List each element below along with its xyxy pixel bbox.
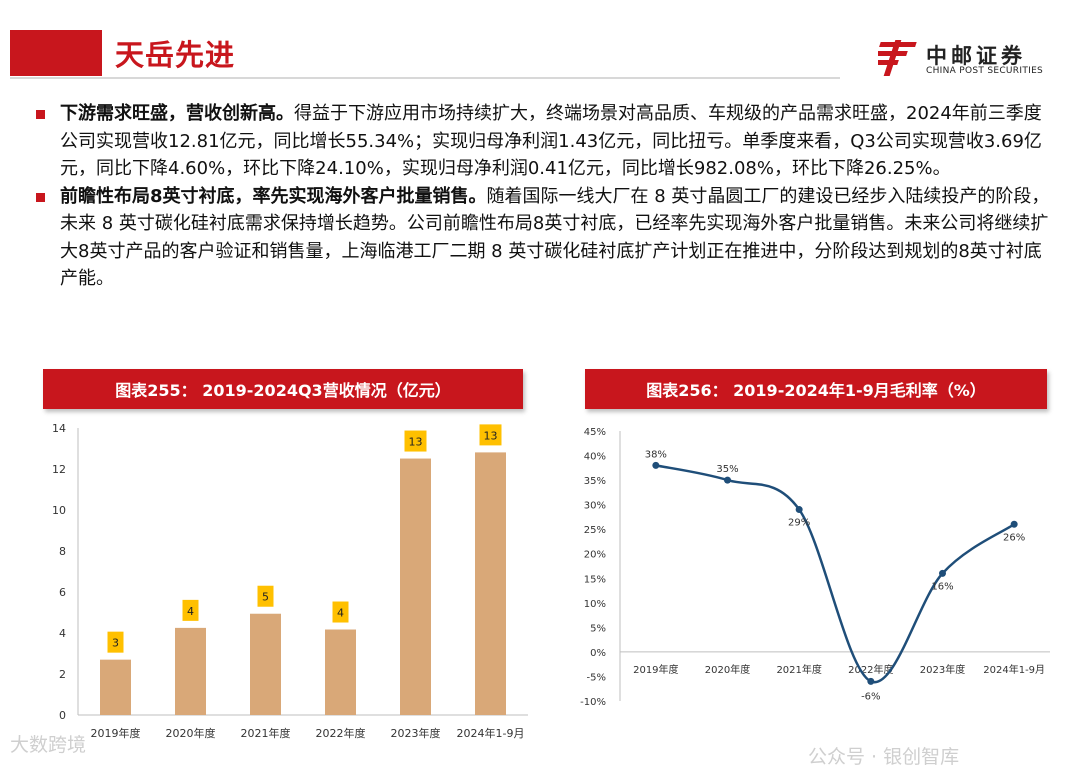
x-tick-label: 2022年度 <box>316 726 366 740</box>
x-tick-label: 2021年度 <box>241 726 291 740</box>
data-label: -6% <box>861 691 880 702</box>
y-tick-label: 10% <box>584 599 606 610</box>
data-label: 3 <box>112 637 119 650</box>
bullet-item-8inch: 前瞻性布局8英寸衬底，率先实现海外客户批量销售。随着国际一线大厂在 8 英寸晶圆… <box>36 183 1054 293</box>
x-tick-label: 2019年度 <box>91 726 141 740</box>
bullet-square-icon <box>36 192 45 202</box>
y-tick-label: 10 <box>52 504 66 517</box>
series-line <box>655 464 1015 684</box>
data-label: 13 <box>409 436 423 449</box>
x-tick-label: 2024年1-9月 <box>983 663 1045 676</box>
y-tick-label: 25% <box>584 525 606 536</box>
data-label: 5 <box>262 591 269 604</box>
data-label-box <box>404 430 427 452</box>
y-tick-label: 5% <box>590 623 606 634</box>
data-point <box>724 476 731 484</box>
data-label: 16% <box>931 581 953 592</box>
company-logo: 中邮证券 CHINA POST SECURITIES <box>878 38 1058 82</box>
logo-english-text: CHINA POST SECURITIES <box>926 66 1044 76</box>
y-tick-label: 8 <box>59 545 66 558</box>
bullet-lead: 前瞻性布局8英寸衬底，率先实现海外客户批量销售。 <box>60 185 487 207</box>
data-point <box>652 461 660 469</box>
data-label: 29% <box>788 518 810 529</box>
x-tick-label: 2023年度 <box>391 726 441 740</box>
y-tick-label: 6 <box>59 586 66 599</box>
data-label: 13 <box>484 429 498 442</box>
data-label: 35% <box>716 464 738 475</box>
page-title: 天岳先进 <box>115 38 236 72</box>
y-tick-label: 40% <box>584 452 606 463</box>
data-label-box <box>479 424 502 446</box>
bar <box>400 458 431 715</box>
data-point <box>1010 520 1018 528</box>
x-tick-label: 2024年1-9月 <box>457 726 525 740</box>
y-tick-label: -10% <box>580 697 606 708</box>
x-tick-label: 2019年度 <box>633 663 678 676</box>
data-label: 38% <box>645 449 667 460</box>
x-tick-label: 2021年度 <box>776 663 821 676</box>
logo-chinese-text: 中邮证券 <box>926 44 1026 68</box>
china-post-logo-icon <box>878 40 917 76</box>
y-tick-label: -5% <box>587 672 606 683</box>
y-tick-label: 12 <box>52 463 66 476</box>
bullet-lead: 下游需求旺盛，营收创新高。 <box>60 103 294 124</box>
data-label: 26% <box>1003 532 1025 543</box>
y-tick-label: 4 <box>59 627 66 640</box>
bar <box>100 659 131 715</box>
bar <box>475 452 506 715</box>
data-label-box <box>332 601 349 623</box>
y-tick-label: 15% <box>584 574 606 585</box>
bullet-list: 下游需求旺盛，营收创新高。得益于下游应用市场持续扩大，终端场景对高品质、车规级的… <box>36 100 1054 293</box>
bullet-body: 随着国际一线大厂在 8 英寸晶圆工厂的建设已经步入陆续投产的阶段，未来 8 英寸… <box>60 185 1050 290</box>
x-tick-label: 2023年度 <box>920 663 965 676</box>
y-tick-label: 20% <box>584 550 606 561</box>
y-tick-label: 30% <box>584 501 606 512</box>
data-point <box>867 677 875 685</box>
data-label: 4 <box>337 607 344 620</box>
title-divider <box>10 77 840 79</box>
y-tick-label: 45% <box>584 427 606 438</box>
x-tick-label: 2020年度 <box>705 663 750 676</box>
watermark-right: 公众号 · 银创智库 <box>808 746 960 768</box>
y-tick-label: 0% <box>590 648 606 659</box>
data-label-box <box>107 631 124 653</box>
bullet-item-revenue: 下游需求旺盛，营收创新高。得益于下游应用市场持续扩大，终端场景对高品质、车规级的… <box>36 100 1054 183</box>
bar <box>250 613 281 715</box>
bar <box>325 629 356 715</box>
data-point <box>795 506 803 514</box>
y-tick-label: 2 <box>59 668 66 681</box>
y-tick-label: 14 <box>52 422 66 435</box>
data-label-box <box>257 585 274 607</box>
gross-margin-line-chart: -10% -5% 0% 5% 10% 15% 20% 25% 30% 35% 40% 45% 2019年… <box>580 427 1050 708</box>
watermark-left: 大数跨境 <box>10 734 87 756</box>
y-tick-label: 35% <box>584 476 606 487</box>
x-tick-label: 2020年度 <box>166 726 216 740</box>
data-label-box <box>182 599 199 621</box>
bullet-square-icon <box>36 110 45 119</box>
left-chart-title: 图表255： 2019-2024Q3营收情况（亿元） <box>43 369 523 409</box>
y-tick-label: 0 <box>59 709 66 722</box>
header-red-block <box>10 30 102 76</box>
data-label: 4 <box>187 605 194 618</box>
data-point <box>939 569 946 577</box>
bar <box>175 627 206 715</box>
right-chart-title: 图表256： 2019-2024年1-9月毛利率（%） <box>585 369 1047 409</box>
revenue-bar-chart: 0 2 4 6 8 10 12 14 3 2019年度 4 2020年度 5 2021年度 4 2022年度 1… <box>52 422 528 740</box>
bullet-body: 得益于下游应用市场持续扩大，终端场景对高品质、车规级的产品需求旺盛，2024年前… <box>60 103 1042 179</box>
